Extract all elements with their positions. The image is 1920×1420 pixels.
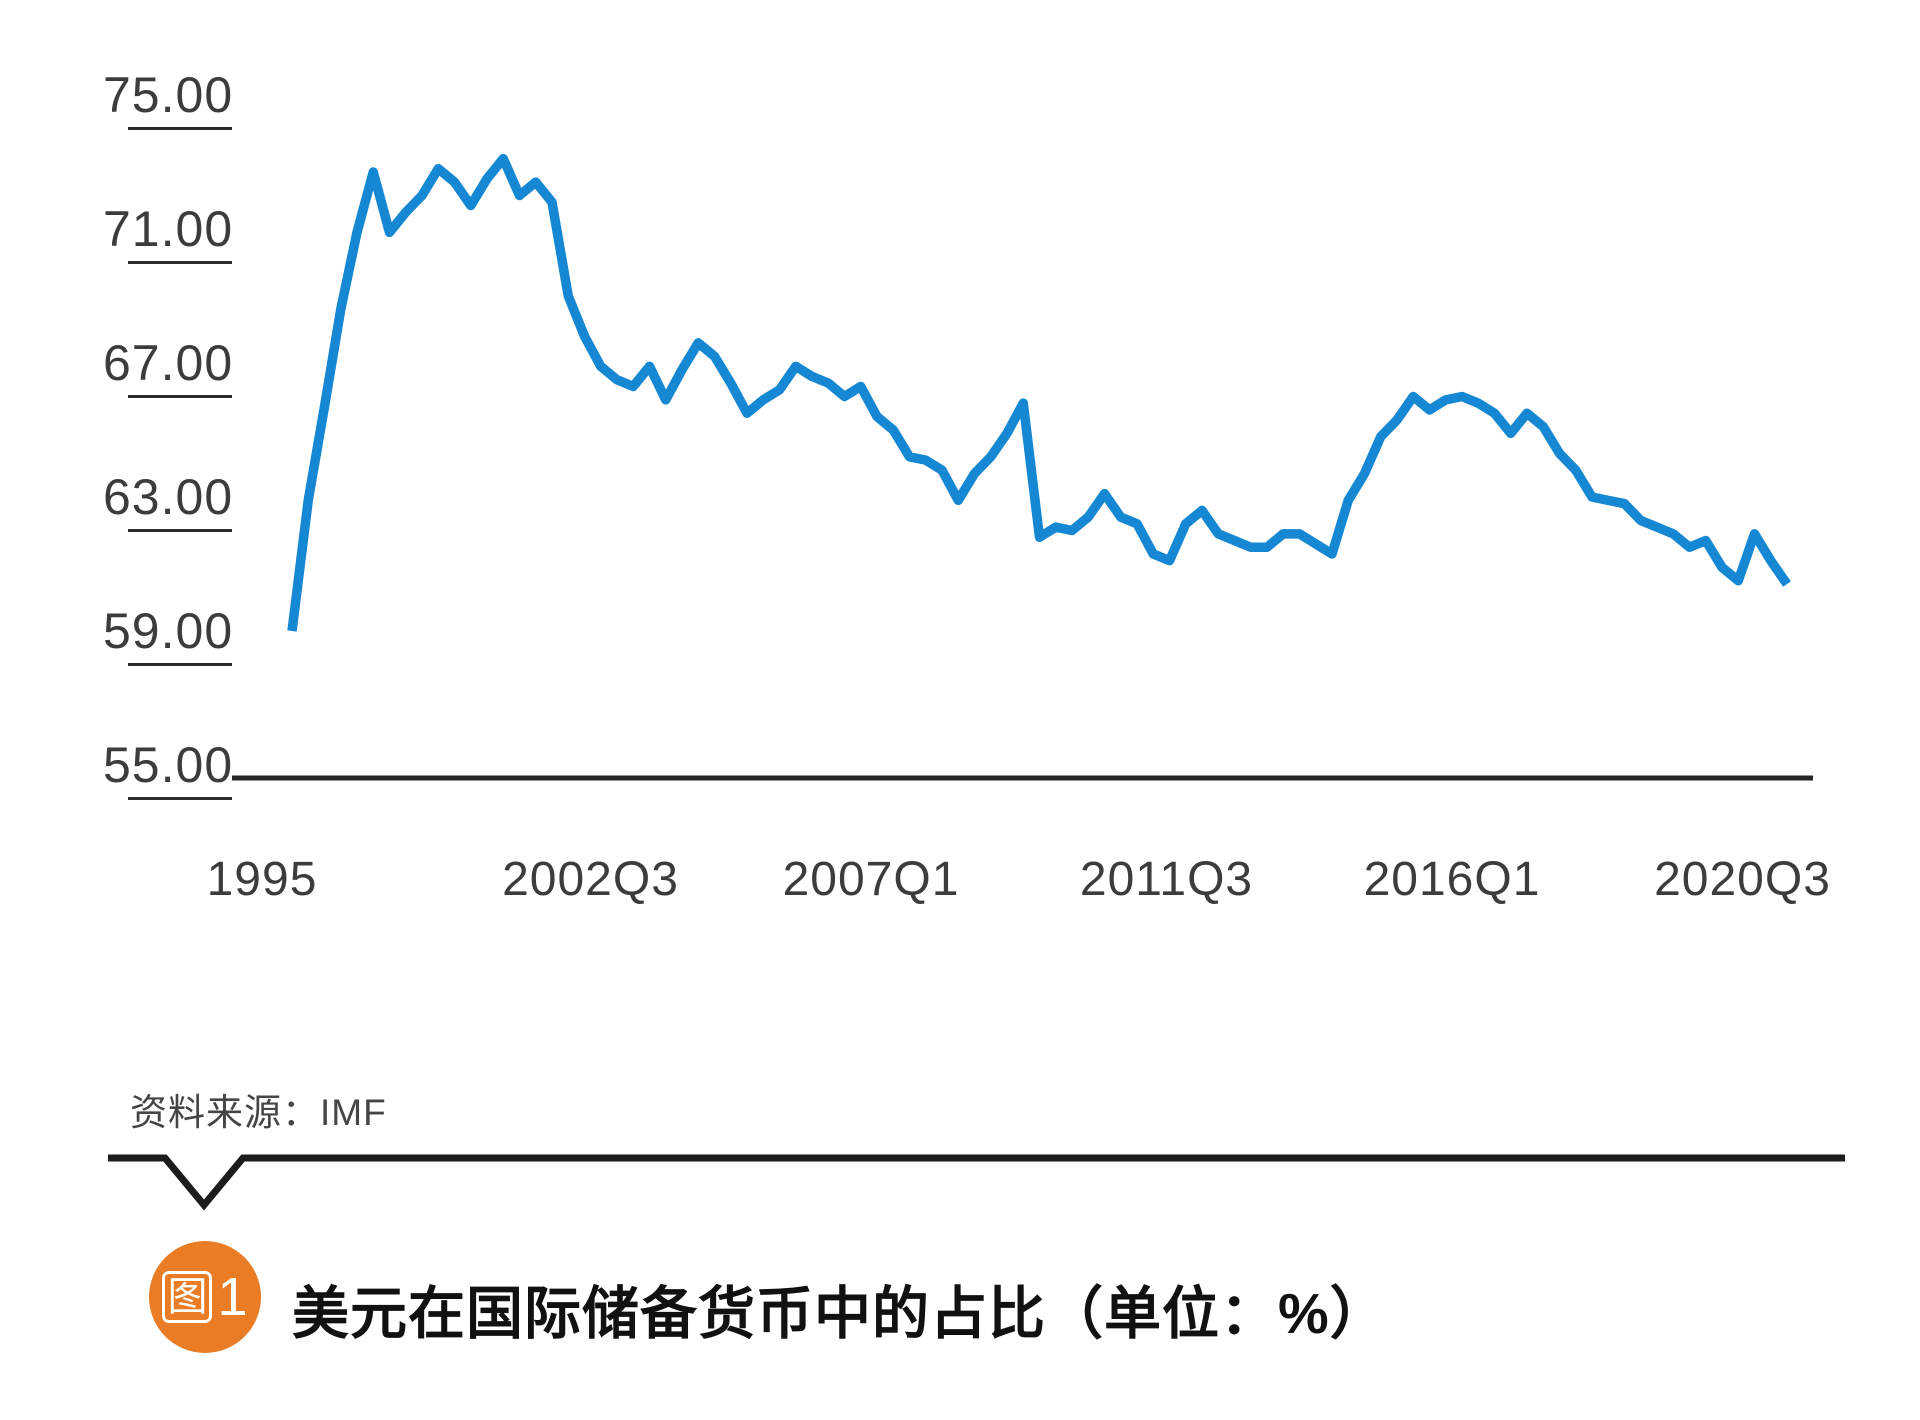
figure-title: 美元在国际储备货币中的占比（单位：%） [292, 1282, 1388, 1346]
x-axis-tick-label: 2007Q1 [782, 853, 960, 906]
y-axis-tick-label: 67.00 [103, 335, 234, 391]
x-axis-tick-label: 2020Q3 [1654, 853, 1831, 906]
y-axis-tick-underline [128, 797, 232, 800]
divider [108, 1154, 1845, 1211]
y-axis-tick-label: 59.00 [103, 603, 234, 659]
y-axis-tick-label: 55.00 [103, 737, 234, 793]
badge-number: 1 [217, 1267, 248, 1327]
source-text: 资料来源：IMF [130, 1082, 387, 1136]
y-axis-tick-underline [128, 395, 232, 398]
source-value: IMF [320, 1092, 387, 1133]
y-axis-tick-underline [128, 663, 232, 666]
y-axis-tick-underline [128, 261, 232, 264]
x-axis-tick-label: 2011Q3 [1079, 853, 1254, 906]
badge-tu-glyph: 图 [162, 1271, 213, 1323]
x-axis-tick-label: 1995 [206, 853, 318, 906]
line-chart [232, 153, 1813, 781]
divider-line [108, 1154, 1845, 1211]
y-axis-tick-underline [128, 127, 232, 130]
y-axis-tick-label: 75.00 [103, 67, 234, 123]
source-label: 资料来源： [130, 1092, 320, 1133]
usd-share-line [287, 153, 1791, 632]
x-axis-tick-label: 2002Q3 [502, 853, 679, 906]
x-axis-tick-label: 2016Q1 [1363, 853, 1541, 906]
y-axis-tick-label: 71.00 [103, 201, 234, 257]
y-axis-tick-label: 63.00 [103, 469, 234, 525]
y-axis-tick-underline [128, 529, 232, 532]
